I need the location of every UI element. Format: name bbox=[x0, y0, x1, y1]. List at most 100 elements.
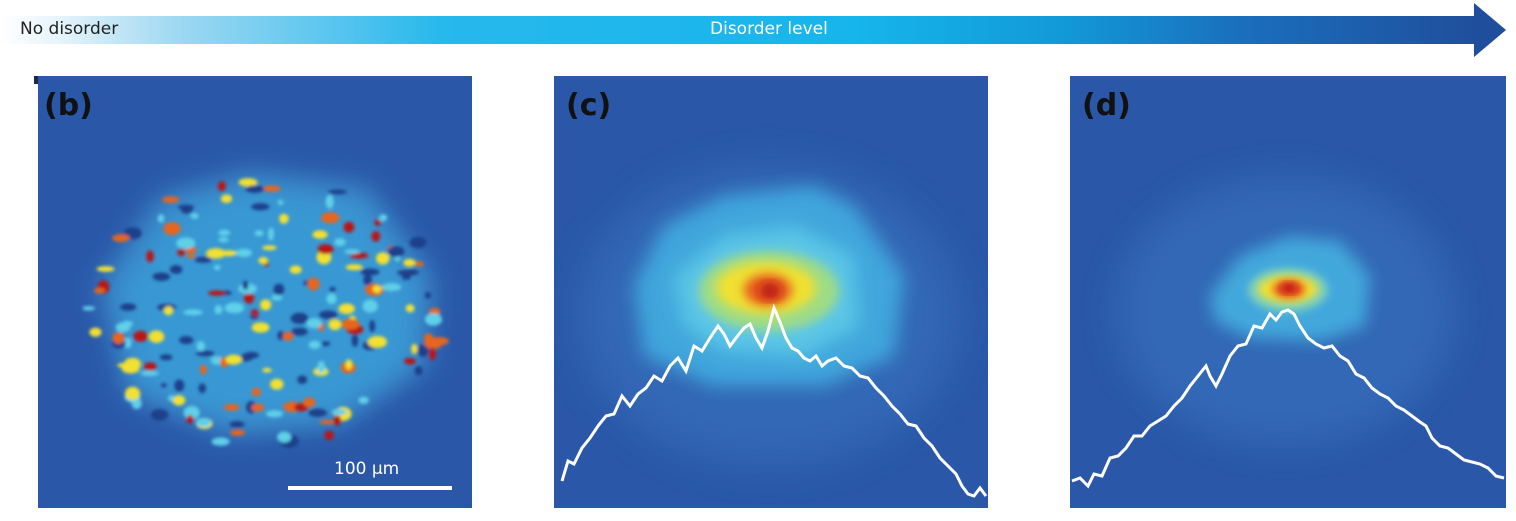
speckle-spot bbox=[94, 287, 106, 294]
speckle-spot bbox=[238, 178, 258, 187]
speckle-spot bbox=[200, 364, 207, 375]
speckle-spot bbox=[326, 293, 337, 305]
speckle-spot bbox=[262, 367, 272, 373]
speckle-spot bbox=[243, 291, 255, 304]
speckle-spot bbox=[218, 237, 229, 243]
speckle-spot bbox=[262, 245, 277, 251]
speckle-spot bbox=[334, 238, 346, 247]
speckle-spot bbox=[415, 261, 424, 267]
speckle-spot bbox=[245, 185, 265, 193]
speckle-spot bbox=[328, 319, 342, 331]
speckle-spot bbox=[194, 256, 213, 263]
speckle-spot bbox=[168, 394, 175, 402]
speckle-spot bbox=[183, 309, 203, 316]
intensity-profile-c bbox=[560, 303, 988, 498]
speckle-spot bbox=[211, 437, 230, 446]
panel-c-image: (c) bbox=[554, 76, 988, 508]
speckle-spot bbox=[349, 252, 369, 259]
speckle-spot bbox=[177, 248, 185, 257]
speckle-spot bbox=[120, 303, 137, 311]
speckle-spot bbox=[176, 237, 196, 249]
speckle-spot bbox=[89, 327, 102, 337]
speckle-spot bbox=[213, 264, 221, 271]
speckle-spot bbox=[328, 189, 347, 195]
speckle-spot bbox=[162, 196, 180, 203]
speckle-spot bbox=[358, 396, 369, 404]
no-disorder-label: No disorder bbox=[20, 19, 119, 39]
speckle-spot bbox=[125, 386, 141, 400]
speckle-spot bbox=[230, 429, 245, 436]
speckle-spot bbox=[333, 415, 342, 426]
speckle-spot bbox=[124, 337, 132, 349]
speckle-spot bbox=[249, 314, 258, 319]
speckle-spot bbox=[186, 414, 194, 424]
speckle-spot bbox=[409, 236, 427, 249]
speckle-spot bbox=[260, 299, 272, 311]
speckle-spot bbox=[282, 331, 294, 341]
speckle-spot bbox=[424, 291, 432, 299]
disorder-gradient-bar bbox=[0, 16, 1476, 44]
speckle-spot bbox=[220, 194, 233, 203]
speckle-spot bbox=[273, 283, 285, 296]
speckle-spot bbox=[297, 375, 308, 385]
speckle-spot bbox=[405, 304, 415, 313]
disorder-level-arrow: No disorder Disorder level bbox=[0, 0, 1516, 60]
speckle-spot bbox=[146, 250, 154, 263]
speckle-spot bbox=[160, 383, 167, 388]
speckle-spot bbox=[224, 302, 245, 314]
speckle-spot bbox=[331, 408, 347, 416]
speckle-spot bbox=[254, 230, 264, 237]
speckle-spot bbox=[329, 286, 336, 293]
localized-intensity-image-c bbox=[554, 76, 988, 508]
speckle-spot bbox=[223, 404, 240, 411]
speckle-spot bbox=[179, 336, 194, 345]
speckle-spot bbox=[424, 313, 442, 326]
speckle-spot bbox=[148, 330, 165, 343]
speckle-spot bbox=[374, 219, 382, 226]
speckle-spot bbox=[133, 330, 148, 342]
speckle-spot bbox=[251, 203, 270, 211]
speckle-spot bbox=[196, 350, 215, 357]
speckle-spot bbox=[185, 247, 198, 254]
speckle-spot bbox=[172, 395, 186, 406]
speckle-spot bbox=[262, 185, 281, 192]
speckle-spot bbox=[235, 248, 253, 258]
speckle-spot bbox=[306, 318, 322, 329]
speckle-spot bbox=[251, 322, 270, 333]
speckle-spot bbox=[143, 362, 157, 371]
speckle-spot bbox=[379, 214, 388, 222]
disorder-level-label: Disorder level bbox=[710, 19, 828, 39]
speckle-spot bbox=[338, 303, 355, 315]
speckle-spot bbox=[225, 354, 242, 365]
speckle-spot bbox=[140, 370, 159, 376]
speckle-spot bbox=[367, 335, 388, 348]
panel-label-d: (d) bbox=[1082, 88, 1131, 123]
panel-d-image: (d) bbox=[1070, 76, 1506, 508]
speckle-spot bbox=[308, 340, 321, 349]
speckle-spot bbox=[150, 409, 169, 421]
speckle-spot bbox=[258, 257, 269, 265]
speckle-spot bbox=[270, 378, 284, 390]
speckle-spot bbox=[371, 231, 381, 242]
speckle-spot bbox=[411, 343, 418, 355]
speckle-spot bbox=[345, 359, 353, 370]
intensity-profile-d bbox=[1071, 308, 1505, 489]
speckle-spot bbox=[277, 431, 292, 443]
speckle-spot bbox=[321, 341, 331, 347]
speckle-spot bbox=[376, 252, 390, 265]
speckle-spot bbox=[317, 360, 326, 373]
speckle-spot bbox=[229, 421, 245, 428]
speckle-spot bbox=[180, 205, 193, 214]
speckle-spot bbox=[423, 333, 433, 342]
speckle-spot bbox=[351, 333, 359, 347]
speckle-spot bbox=[251, 403, 265, 412]
speckle-spot bbox=[402, 269, 419, 276]
speckle-spot bbox=[343, 221, 355, 233]
speckle-spot bbox=[401, 275, 411, 280]
speckle-spot bbox=[195, 417, 212, 427]
panel-b-image: (b) 100 μm bbox=[38, 76, 472, 508]
speckle-spot bbox=[363, 274, 373, 286]
speckle-spot bbox=[242, 280, 249, 290]
speckle-spot bbox=[251, 387, 261, 397]
speckle-spot bbox=[115, 322, 131, 333]
